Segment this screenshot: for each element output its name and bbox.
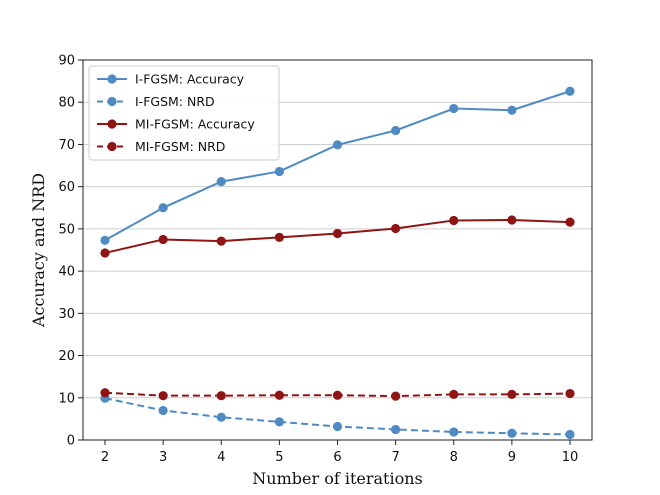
y-tick-label: 50 xyxy=(58,222,75,237)
data-point xyxy=(100,248,110,258)
data-point xyxy=(158,391,168,401)
data-point xyxy=(332,421,343,432)
legend-item: MI-FGSM: Accuracy xyxy=(97,117,255,132)
y-tick-label: 10 xyxy=(58,391,75,406)
legend-item: I-FGSM: NRD xyxy=(97,94,215,109)
data-point xyxy=(216,391,226,401)
y-tick-label: 70 xyxy=(58,138,75,153)
y-tick-label: 30 xyxy=(58,307,75,322)
data-point xyxy=(100,235,110,245)
legend-label: I-FGSM: Accuracy xyxy=(135,72,245,87)
data-point xyxy=(216,412,226,422)
data-point xyxy=(449,389,459,399)
legend-box xyxy=(88,65,280,161)
series-2 xyxy=(100,215,575,258)
data-point xyxy=(216,177,226,187)
data-point xyxy=(507,215,517,225)
data-point xyxy=(449,427,459,437)
y-tick-label: 20 xyxy=(58,349,75,364)
data-point xyxy=(507,105,517,115)
data-point xyxy=(391,223,401,234)
legend-marker xyxy=(107,119,117,129)
x-tick-label: 3 xyxy=(159,450,167,465)
data-point xyxy=(507,428,517,438)
legend-item: I-FGSM: Accuracy xyxy=(97,72,245,87)
data-point xyxy=(391,391,401,401)
data-point xyxy=(565,388,575,399)
legend-marker xyxy=(107,96,117,107)
x-tick-label: 2 xyxy=(101,450,109,465)
x-tick-label: 9 xyxy=(508,450,516,465)
data-point xyxy=(565,86,575,96)
data-point xyxy=(158,234,168,245)
data-point xyxy=(332,390,343,400)
plot-frame xyxy=(82,59,593,441)
y-tick-label: 40 xyxy=(58,265,75,280)
legend: I-FGSM: Accuracy I-FGSM: NRD MI-FGSM: Accu… xyxy=(88,65,280,161)
tick-labels: 0 10 20 30 40 50 60 70 80 90 2 3 4 5 6 7 8 9 10 xyxy=(58,54,578,466)
legend-label: I-FGSM: NRD xyxy=(135,94,215,109)
series-0 xyxy=(100,86,575,245)
data-point xyxy=(332,228,343,239)
x-tick-label: 7 xyxy=(391,450,399,465)
data-point xyxy=(274,417,284,427)
x-tick-label: 8 xyxy=(450,450,458,465)
y-tick-label: 90 xyxy=(58,54,75,69)
data-point xyxy=(274,232,284,242)
data-point xyxy=(449,215,459,226)
data-point xyxy=(507,389,517,399)
x-tick-label: 4 xyxy=(217,450,225,465)
legend-label: MI-FGSM: Accuracy xyxy=(135,117,255,132)
series-1 xyxy=(100,393,575,440)
legend-marker xyxy=(107,141,117,152)
data-point xyxy=(216,236,226,246)
data-point xyxy=(274,390,284,400)
y-tick-label: 80 xyxy=(58,96,75,111)
data-point xyxy=(332,140,343,150)
legend-marker xyxy=(107,74,117,84)
x-tick-label: 10 xyxy=(562,450,579,465)
series-layer xyxy=(100,86,575,440)
y-axis-label: Accuracy and NRD xyxy=(29,173,48,328)
data-point xyxy=(158,203,168,213)
data-point xyxy=(565,429,575,440)
y-tick-label: 0 xyxy=(67,434,75,449)
x-tick-label: 5 xyxy=(275,450,283,465)
data-point xyxy=(158,405,168,416)
legend-label: MI-FGSM: NRD xyxy=(135,139,225,154)
data-point xyxy=(100,388,110,398)
series-3 xyxy=(100,388,575,401)
data-point xyxy=(391,125,401,136)
data-point xyxy=(449,103,459,114)
data-point xyxy=(274,166,284,177)
legend-item: MI-FGSM: NRD xyxy=(97,139,225,154)
y-tick-label: 60 xyxy=(58,180,75,195)
axes xyxy=(78,59,593,445)
data-point xyxy=(565,217,575,227)
x-axis-label: Number of iterations xyxy=(252,469,422,488)
data-point xyxy=(391,424,401,435)
x-tick-label: 6 xyxy=(333,450,341,465)
